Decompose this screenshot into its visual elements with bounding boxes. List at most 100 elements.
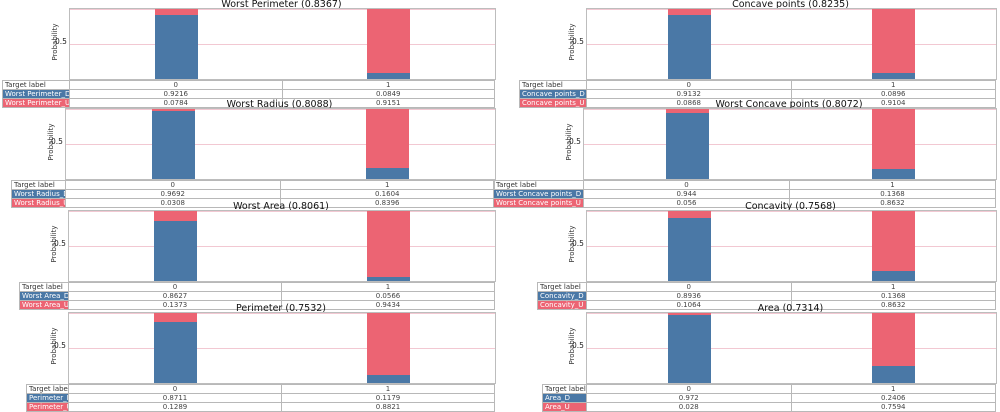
plot-area	[68, 210, 496, 282]
table-value: 0.0566	[281, 291, 495, 301]
table-row: Worst Perimeter_U 0.0784 0.9151	[2, 98, 495, 108]
data-table: Target label 0 1 Worst Radius_D 0.9692 0.1604…	[11, 180, 495, 208]
data-table: Target label 0 1 Concave points_D 0.9132 0.08…	[519, 80, 996, 108]
chart-title: Worst Perimeter (0.8367)	[221, 0, 342, 10]
table-value: 0.944	[583, 189, 790, 199]
x-tick-label: 1	[279, 180, 495, 190]
bar-0-U	[154, 211, 197, 221]
target-label-header: Target label	[11, 180, 66, 190]
y-tick-label: 0.5	[54, 239, 66, 248]
table-header-row: Target label 0 1	[542, 384, 996, 394]
table-row: Area_D 0.972 0.2406	[542, 393, 996, 403]
table-header-row: Target label 0 1	[19, 282, 495, 292]
table-value: 0.8627	[68, 291, 282, 301]
table-value: 0.2406	[790, 393, 996, 403]
x-tick-label: 0	[68, 282, 282, 292]
series-label: Worst Concave points_U	[493, 198, 584, 208]
x-tick-label: 0	[583, 180, 790, 190]
table-value: 0.8632	[789, 198, 996, 208]
bar-0-D	[152, 111, 195, 179]
gridline	[587, 9, 996, 10]
gridline	[69, 348, 495, 349]
y-tick-label: 0.5	[569, 137, 581, 146]
y-axis-label: Probability	[568, 225, 576, 263]
y-axis-label: Probability	[565, 123, 573, 161]
bar-1-D	[367, 374, 410, 383]
x-tick-label: 0	[586, 282, 792, 292]
target-label-header: Target label	[542, 384, 587, 394]
x-tick-label: 1	[281, 80, 495, 90]
bar-0-U	[668, 313, 711, 315]
table-row: Concave points_D 0.9132 0.0896	[519, 89, 996, 99]
table-row: Worst Perimeter_D 0.9216 0.0849	[2, 89, 495, 99]
bar-1-U	[367, 211, 410, 278]
x-tick-label: 1	[790, 80, 996, 90]
data-table: Target label 0 1 Concavity_D 0.8936 0.1368 Con…	[537, 282, 996, 310]
chart-title: Concave points (0.8235)	[732, 0, 849, 10]
table-row: Worst Radius_U 0.0308 0.8396	[11, 198, 495, 208]
y-tick-label: 0.5	[54, 341, 66, 350]
table-row: Worst Concave points_U 0.056 0.8632	[493, 198, 996, 208]
x-tick-label: 1	[281, 384, 495, 394]
chart-title: Area (0.7314)	[757, 303, 824, 314]
gridline	[69, 246, 495, 247]
x-tick-label: 0	[586, 80, 792, 90]
series-label: Perimeter_D	[26, 393, 69, 403]
table-value: 0.8632	[790, 300, 996, 310]
chart-title: Worst Concave points (0.8072)	[715, 99, 863, 110]
y-tick-label: 0.5	[572, 239, 584, 248]
plot-area	[65, 108, 496, 180]
series-label: Worst Radius_U	[11, 198, 66, 208]
data-table: Target label 0 1 Perimeter_D 0.8711 0.1179 Per…	[26, 384, 495, 412]
bar-0-D	[154, 220, 197, 281]
table-row: Worst Area_U 0.1373 0.9434	[19, 300, 495, 310]
plot-area	[586, 210, 997, 282]
bar-1-D	[872, 271, 915, 281]
bar-0-U	[668, 9, 711, 16]
plot-area	[583, 108, 997, 180]
chart-title: Concavity (0.7568)	[745, 201, 836, 212]
table-value: 0.1179	[281, 393, 495, 403]
bar-0-U	[668, 211, 711, 219]
data-table: Target label 0 1 Worst Perimeter_D 0.9216 0.0…	[2, 80, 495, 108]
x-tick-label: 1	[790, 384, 996, 394]
series-label: Worst Area_U	[19, 300, 69, 310]
bar-1-D	[872, 169, 915, 179]
table-value: 0.8936	[586, 291, 792, 301]
table-row: Worst Area_D 0.8627 0.0566	[19, 291, 495, 301]
bar-0-D	[154, 322, 197, 383]
gridline	[66, 144, 495, 145]
y-tick-label: 0.5	[51, 137, 63, 146]
gridline	[69, 211, 495, 212]
table-value: 0.9434	[281, 300, 495, 310]
x-tick-label: 1	[790, 282, 996, 292]
bar-1-U	[366, 109, 409, 168]
gridline	[587, 313, 996, 314]
series-label: Worst Perimeter_U	[2, 98, 70, 108]
y-axis-label: Probability	[51, 23, 59, 61]
table-header-row: Target label 0 1	[493, 180, 996, 190]
chart-title: Worst Radius (0.8088)	[226, 99, 333, 110]
bar-0-D	[668, 314, 711, 383]
bar-0-D	[666, 112, 709, 179]
target-label-header: Target label	[493, 180, 584, 190]
y-axis-label: Probability	[47, 123, 55, 161]
table-row: Worst Concave points_D 0.944 0.1368	[493, 189, 996, 199]
bar-1-U	[367, 313, 410, 375]
bar-1-D	[367, 277, 410, 281]
gridline	[584, 109, 996, 110]
gridline	[584, 144, 996, 145]
plot-area	[586, 8, 997, 80]
y-axis-label: Probability	[568, 327, 576, 365]
gridline	[66, 109, 495, 110]
series-label: Worst Radius_D	[11, 189, 66, 199]
table-header-row: Target label 0 1	[26, 384, 495, 394]
table-row: Concavity_U 0.1064 0.8632	[537, 300, 996, 310]
bar-1-D	[872, 72, 915, 79]
series-label: Concavity_U	[537, 300, 587, 310]
series-label: Worst Area_D	[19, 291, 69, 301]
target-label-header: Target label	[19, 282, 69, 292]
y-axis-label: Probability	[568, 23, 576, 61]
bar-1-U	[872, 9, 915, 73]
table-header-row: Target label 0 1	[2, 80, 495, 90]
